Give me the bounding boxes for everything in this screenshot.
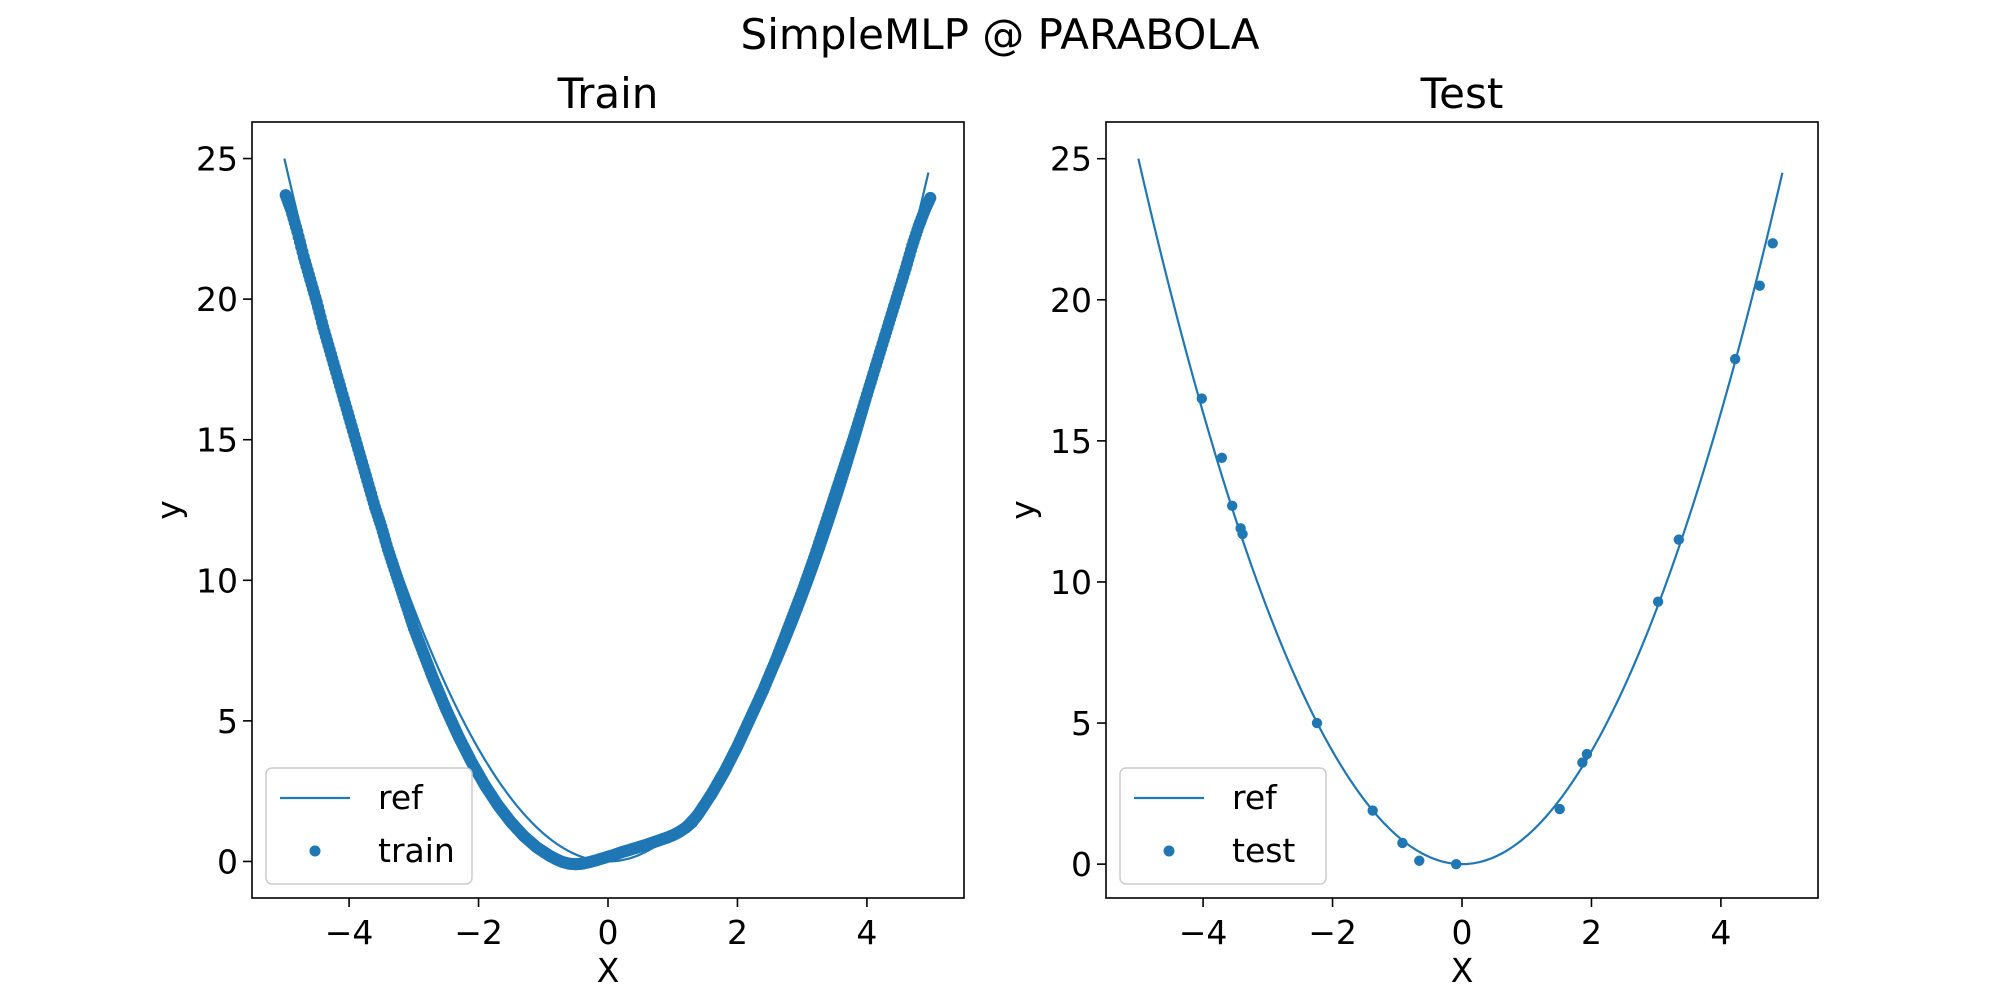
train-point [296, 245, 309, 258]
train-point [341, 406, 354, 419]
test-ytick-label: 10 [1050, 563, 1092, 602]
train-xtick-label: 0 [598, 913, 619, 952]
test-xtick-label: 2 [1581, 913, 1602, 952]
test-point [1367, 805, 1378, 816]
test-ytick-label: 25 [1050, 140, 1092, 179]
test-point [1196, 393, 1208, 404]
test-legend-series-label: test [1232, 831, 1295, 870]
train-xtick-label: −4 [325, 913, 374, 952]
test-chart-title: Test [1420, 69, 1504, 118]
train-xtick-label: 4 [856, 913, 877, 952]
train-point [322, 339, 335, 352]
test-point [1729, 353, 1741, 365]
test-legend-ref-label: ref [1232, 778, 1278, 817]
test-ylabel: y [1003, 500, 1042, 520]
train-point [302, 268, 315, 281]
test-ref-line [1137, 158, 1784, 866]
test-point [1577, 757, 1588, 768]
test-xtick-label: 0 [1452, 913, 1473, 952]
train-ytick-label: 0 [217, 842, 238, 881]
train-point [361, 474, 374, 487]
test-point [1397, 837, 1408, 849]
test-point [1652, 596, 1664, 607]
test-legend-series-swatch [1163, 845, 1175, 857]
test-point [1227, 500, 1238, 511]
train-ylabel: y [149, 500, 188, 520]
test-point [1754, 280, 1765, 291]
train-point [348, 429, 361, 442]
test-ytick-label: 20 [1050, 281, 1092, 320]
train-xtick-label: 2 [727, 913, 748, 952]
figure-suptitle: SimpleMLP @ PARABOLA [740, 10, 1260, 59]
train-ytick-label: 10 [196, 561, 238, 600]
train-ytick-label: 20 [196, 280, 238, 319]
test-xlabel: X [1451, 951, 1474, 990]
train-ytick-label: 25 [196, 140, 238, 179]
test-point [1414, 855, 1425, 866]
test-point [1450, 858, 1462, 870]
train-ytick-label: 5 [217, 702, 238, 741]
test-point [1673, 534, 1685, 545]
test-point [1554, 803, 1565, 815]
test-point [1581, 748, 1593, 760]
train-point [290, 221, 303, 234]
train-legend-ref-label: ref [378, 778, 424, 817]
test-xtick-label: −4 [1179, 913, 1228, 952]
train-legend-series-label: train [378, 831, 455, 870]
test-xtick-label: 4 [1710, 913, 1731, 952]
train-point [354, 451, 367, 464]
test-point [1237, 528, 1248, 540]
test-ytick-label: 0 [1071, 845, 1092, 884]
test-ytick-label: 5 [1071, 704, 1092, 743]
train-point [328, 361, 341, 374]
train-ytick-label: 15 [196, 421, 238, 460]
train-legend-series-swatch [309, 845, 321, 857]
test-point [1767, 238, 1778, 249]
train-xtick-label: −2 [454, 913, 503, 952]
train-chart-title: Train [557, 69, 659, 118]
test-ytick-label: 15 [1050, 422, 1092, 461]
train-point [923, 194, 936, 207]
train-point [315, 316, 328, 329]
train-point [335, 384, 348, 397]
train-point [309, 291, 322, 304]
test-point [1216, 452, 1228, 463]
test-point [1311, 717, 1323, 729]
train-xlabel: X [597, 951, 620, 990]
test-xtick-label: −2 [1308, 913, 1357, 952]
